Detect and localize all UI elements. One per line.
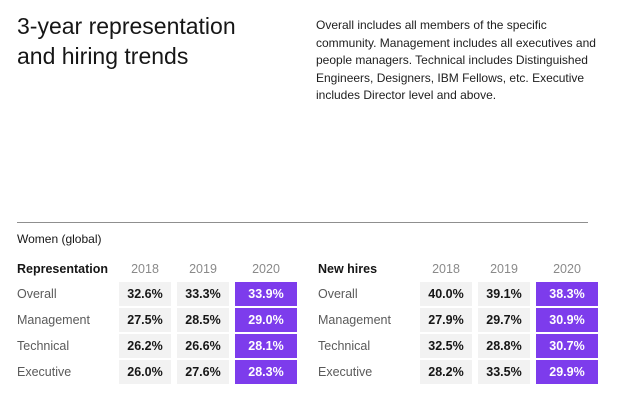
- description-text: Overall includes all members of the spec…: [316, 18, 596, 102]
- table-row-label: Technical: [17, 339, 70, 353]
- year-column-header: 2019: [490, 261, 518, 276]
- new-hires-table: New hires 2018 2019 2020 Overall 40.0% 39.1% 38…: [318, 257, 598, 384]
- value-cell-highlighted: 29.9%: [536, 360, 598, 384]
- table-header-label: Representation: [17, 261, 108, 276]
- value-cell: 27.9%: [420, 308, 472, 332]
- value-cell: 32.6%: [119, 282, 171, 306]
- value-cell: 26.0%: [119, 360, 171, 384]
- table-row-label: Technical: [318, 339, 371, 353]
- value-cell-highlighted: 33.9%: [235, 282, 297, 306]
- value-cell-highlighted: 28.1%: [235, 334, 297, 358]
- value-cell: 33.5%: [478, 360, 530, 384]
- value-cell: 26.2%: [119, 334, 171, 358]
- table-row-label: Overall: [17, 287, 57, 301]
- table-row-label: Executive: [318, 365, 373, 379]
- table-row-label: Management: [318, 313, 391, 327]
- value-cell: 33.3%: [177, 282, 229, 306]
- representation-table: Representation 2018 2019 2020 Overall 32.6% 33…: [17, 257, 297, 384]
- value-cell: 39.1%: [478, 282, 530, 306]
- value-cell: 27.6%: [177, 360, 229, 384]
- table-row-label: Management: [17, 313, 90, 327]
- value-cell: 26.6%: [177, 334, 229, 358]
- value-cell: 27.5%: [119, 308, 171, 332]
- value-cell: 40.0%: [420, 282, 472, 306]
- year-column-header: 2020: [553, 261, 581, 276]
- value-cell: 28.2%: [420, 360, 472, 384]
- value-cell-highlighted: 38.3%: [536, 282, 598, 306]
- table-header-label: New hires: [318, 261, 378, 276]
- table-row-label: Overall: [318, 287, 358, 301]
- year-column-header: 2018: [131, 261, 159, 276]
- value-cell: 32.5%: [420, 334, 472, 358]
- value-cell-highlighted: 29.0%: [235, 308, 297, 332]
- page-title-line-2: and hiring trends: [17, 43, 189, 69]
- value-cell: 28.5%: [177, 308, 229, 332]
- page-title-line-1: 3-year representation: [17, 13, 236, 39]
- value-cell: 29.7%: [478, 308, 530, 332]
- page-title: 3-year representation and hiring trends: [17, 11, 236, 71]
- year-column-header: 2018: [432, 261, 460, 276]
- year-column-header: 2020: [252, 261, 280, 276]
- value-cell: 28.8%: [478, 334, 530, 358]
- table-row-label: Executive: [17, 365, 72, 379]
- value-cell-highlighted: 28.3%: [235, 360, 297, 384]
- value-cell-highlighted: 30.7%: [536, 334, 598, 358]
- year-column-header: 2019: [189, 261, 217, 276]
- value-cell-highlighted: 30.9%: [536, 308, 598, 332]
- tables-row: Representation 2018 2019 2020 Overall 32.6% 33…: [17, 257, 598, 384]
- horizontal-divider: [17, 222, 588, 223]
- section-label-women-global: Women (global): [17, 232, 102, 246]
